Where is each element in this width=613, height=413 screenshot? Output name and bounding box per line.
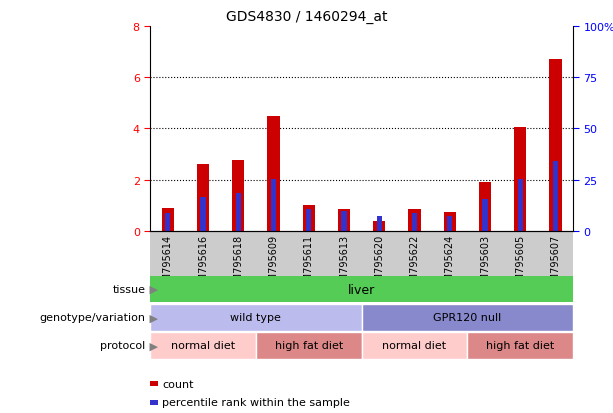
Text: wild type: wild type [230, 312, 281, 323]
Bar [444, 212, 456, 231]
Text: ▶: ▶ [146, 312, 158, 323]
Bar [162, 208, 174, 231]
Bar [338, 209, 350, 231]
Text: ▶: ▶ [146, 340, 158, 351]
Bar [376, 217, 382, 231]
Text: GDS4830 / 1460294_at: GDS4830 / 1460294_at [226, 10, 387, 24]
Text: percentile rank within the sample: percentile rank within the sample [162, 397, 350, 407]
Bar [200, 197, 206, 231]
Bar [553, 162, 558, 231]
Text: tissue: tissue [112, 284, 145, 294]
Bar [373, 221, 386, 231]
Bar [479, 183, 491, 231]
Text: high fat diet: high fat diet [486, 340, 554, 351]
Bar [306, 210, 311, 231]
Bar [232, 161, 245, 231]
Bar [549, 60, 562, 231]
Bar [408, 209, 421, 231]
Bar [267, 116, 280, 231]
Text: protocol: protocol [100, 340, 145, 351]
Bar [482, 199, 488, 231]
Bar [303, 206, 315, 231]
Text: GPR120 null: GPR120 null [433, 312, 501, 323]
Text: high fat diet: high fat diet [275, 340, 343, 351]
Text: liver: liver [348, 283, 375, 296]
Bar [165, 214, 170, 231]
Text: ▶: ▶ [146, 284, 158, 294]
Bar [271, 179, 276, 231]
Bar [447, 217, 452, 231]
Bar [341, 212, 347, 231]
Text: normal diet: normal diet [383, 340, 447, 351]
Text: normal diet: normal diet [171, 340, 235, 351]
Text: count: count [162, 379, 194, 389]
Bar [514, 128, 527, 231]
Bar [517, 179, 523, 231]
Bar [235, 193, 241, 231]
Bar [412, 214, 417, 231]
Bar [197, 165, 209, 231]
Text: genotype/variation: genotype/variation [39, 312, 145, 323]
